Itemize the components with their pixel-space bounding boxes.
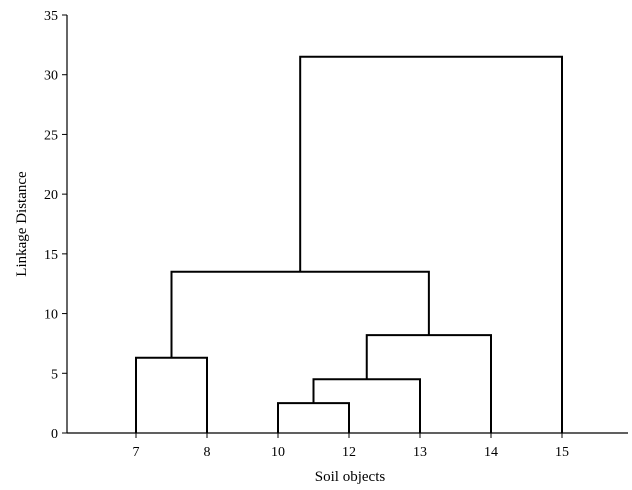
x-axis-title: Soil objects (315, 469, 386, 485)
x-tick-label: 13 (413, 445, 427, 460)
y-tick-label: 25 (44, 128, 58, 143)
x-tick-label: 7 (133, 445, 140, 460)
x-tick-label: 10 (271, 445, 285, 460)
x-tick-label: 14 (484, 445, 498, 460)
x-axis: 7 8 10 12 13 14 15 (67, 432, 628, 460)
dendrogram-link (170, 270, 430, 358)
dendrogram-links (135, 55, 563, 433)
dendrogram-link (312, 378, 421, 433)
x-tick-label: 12 (342, 445, 356, 460)
y-tick-label: 30 (44, 69, 58, 84)
y-tick-label: 0 (51, 427, 58, 442)
y-tick-label: 35 (44, 9, 58, 24)
dendrogram-link (365, 334, 492, 433)
x-tick-label: 8 (204, 445, 211, 460)
dendrogram-link (135, 356, 208, 433)
y-tick-label: 15 (44, 248, 58, 263)
y-tick-label: 20 (44, 188, 58, 203)
y-tick-label: 5 (51, 367, 58, 382)
y-axis: 0 5 10 15 20 25 30 35 (44, 9, 68, 442)
dendrogram-link (299, 55, 563, 433)
y-axis-title: Linkage Distance (14, 171, 30, 277)
x-tick-label: 15 (555, 445, 569, 460)
dendrogram-link (277, 402, 350, 433)
y-tick-label: 10 (44, 308, 58, 323)
